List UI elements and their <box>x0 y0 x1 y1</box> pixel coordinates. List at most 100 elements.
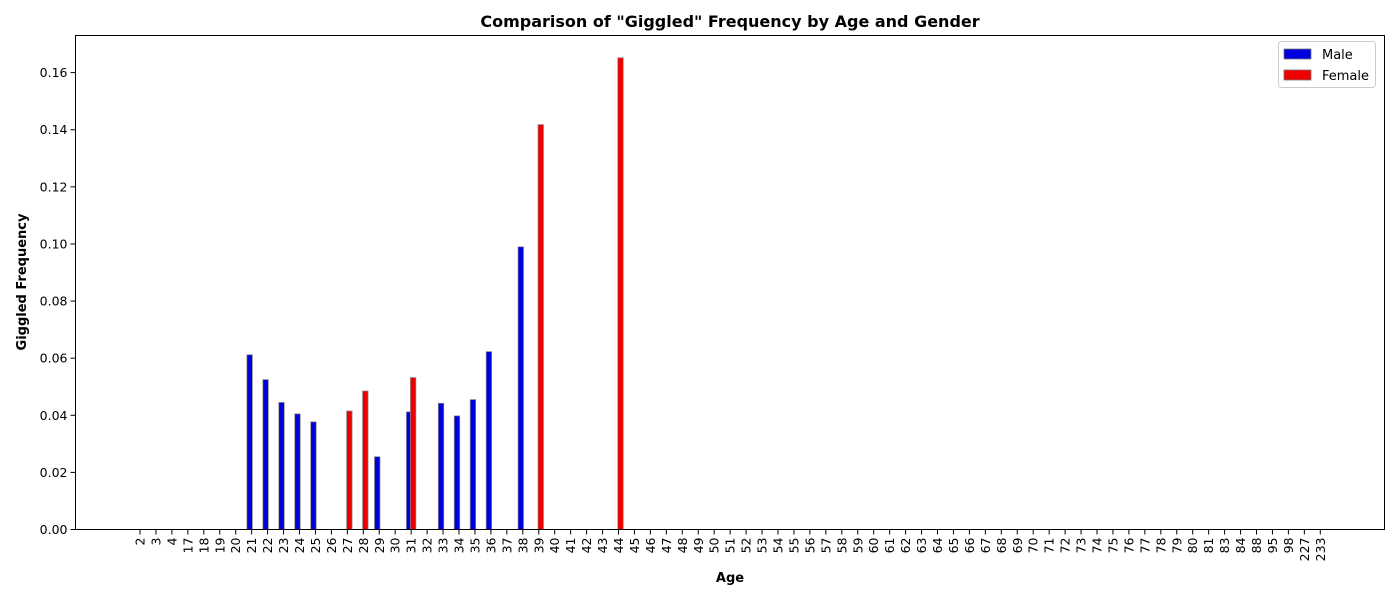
x-tick-label: 69 <box>1010 537 1025 553</box>
x-tick-label: 61 <box>882 538 897 554</box>
legend-label-male: Male <box>1322 48 1353 63</box>
x-tick-label: 3 <box>148 538 163 546</box>
x-tick-label: 48 <box>675 537 690 553</box>
x-tick-label: 32 <box>420 538 435 554</box>
x-tick-label: 72 <box>1058 538 1073 554</box>
x-tick-label: 50 <box>707 537 722 553</box>
x-tick-label: 23 <box>276 538 291 554</box>
y-axis-label: Giggled Frequency <box>15 213 30 350</box>
bar-male-age-21 <box>246 354 253 530</box>
x-tick-label: 84 <box>1233 537 1248 553</box>
x-tick-label: 77 <box>1137 538 1152 554</box>
x-tick-label: 31 <box>404 538 419 554</box>
x-tick-label: 2 <box>133 538 148 546</box>
x-tick-label: 54 <box>771 537 786 553</box>
x-tick-label: 79 <box>1169 537 1184 553</box>
bar-male-age-24 <box>294 413 301 530</box>
x-tick-label: 57 <box>818 538 833 554</box>
x-tick-label: 40 <box>547 537 562 553</box>
y-tick-label: 0.04 <box>40 408 68 423</box>
x-tick-label: 36 <box>483 537 498 553</box>
x-tick-label: 43 <box>595 538 610 554</box>
x-tick-label: 29 <box>372 537 387 553</box>
x-tick-label: 71 <box>1042 538 1057 554</box>
y-tick-label: 0.08 <box>40 294 68 309</box>
x-tick-label: 37 <box>499 538 514 554</box>
legend-label-female: Female <box>1322 69 1369 84</box>
y-tick-label: 0.00 <box>40 522 68 537</box>
bar-male-age-22 <box>262 379 269 530</box>
x-tick-label: 42 <box>579 538 594 554</box>
x-tick-label: 52 <box>739 538 754 554</box>
x-tick-label: 45 <box>627 538 642 554</box>
y-tick-label: 0.06 <box>40 351 68 366</box>
x-tick-label: 44 <box>611 537 626 553</box>
x-tick-label: 47 <box>659 538 674 554</box>
x-tick-label: 24 <box>292 537 307 553</box>
bar-male-age-23 <box>278 402 285 530</box>
x-tick-label: 233 <box>1313 538 1328 562</box>
y-tick-label: 0.16 <box>40 65 68 80</box>
x-tick-label: 63 <box>914 538 929 554</box>
x-tick-label: 17 <box>180 538 195 554</box>
x-tick-label: 70 <box>1026 537 1041 553</box>
x-tick-label: 75 <box>1105 538 1120 554</box>
x-tick-label: 20 <box>228 537 243 553</box>
x-tick-label: 53 <box>755 538 770 554</box>
x-tick-label: 81 <box>1201 538 1216 554</box>
x-tick-label: 80 <box>1185 537 1200 553</box>
x-tick-label: 30 <box>388 537 403 553</box>
x-tick-label: 33 <box>436 538 451 554</box>
bar-male-age-34 <box>453 415 461 530</box>
x-tick-label: 18 <box>196 537 211 553</box>
x-tick-label: 56 <box>802 537 817 553</box>
x-tick-label: 21 <box>244 538 259 554</box>
x-tick-label: 51 <box>723 538 738 554</box>
x-tick-label: 76 <box>1121 537 1136 553</box>
x-tick-label: 68 <box>994 537 1009 553</box>
legend-swatch-female <box>1283 69 1312 81</box>
x-tick-label: 41 <box>563 538 578 554</box>
bar-female-age-28 <box>362 390 369 530</box>
x-tick-label: 19 <box>212 537 227 553</box>
x-tick-label: 34 <box>452 537 467 553</box>
legend-swatch-male <box>1283 48 1312 60</box>
x-tick-label: 25 <box>308 538 323 554</box>
bar-male-age-35 <box>469 399 477 530</box>
chart-title: Comparison of "Giggled" Frequency by Age… <box>480 12 979 31</box>
x-tick-label: 62 <box>898 538 913 554</box>
x-tick-label: 88 <box>1249 537 1264 553</box>
x-tick-label: 27 <box>340 538 355 554</box>
x-tick-label: 67 <box>978 538 993 554</box>
y-tick-label: 0.14 <box>40 122 68 137</box>
bar-male-age-38 <box>517 246 524 530</box>
x-tick-label: 227 <box>1297 538 1312 562</box>
x-axis: 2 3 4 17 18 19 20 21 22 23 24 25 26 27 28 29 30 31 32 33 34 3… <box>133 529 1328 562</box>
x-tick-label: 64 <box>930 537 945 553</box>
x-tick-label: 83 <box>1217 538 1232 554</box>
x-tick-label: 58 <box>834 537 849 553</box>
x-tick-label: 35 <box>467 538 482 554</box>
x-tick-label: 60 <box>866 537 881 553</box>
bar-female-age-31 <box>410 377 417 530</box>
x-tick-label: 4 <box>164 537 179 545</box>
x-tick-label: 28 <box>356 537 371 553</box>
x-tick-label: 39 <box>531 537 546 553</box>
bar-male-age-33 <box>437 402 445 530</box>
y-tick-label: 0.12 <box>40 179 68 194</box>
x-tick-label: 26 <box>324 537 339 553</box>
bar-male-age-29 <box>374 456 381 530</box>
bar-male-age-25 <box>310 421 317 530</box>
x-tick-label: 66 <box>962 537 977 553</box>
y-axis: 0.00 0.02 0.04 0.06 0.08 0.10 0.12 0.14 0.16 <box>40 65 76 537</box>
x-tick-label: 65 <box>946 538 961 554</box>
y-tick-label: 0.02 <box>40 465 68 480</box>
x-tick-label: 98 <box>1281 537 1296 553</box>
x-axis-label: Age <box>716 571 744 586</box>
x-tick-label: 74 <box>1090 537 1105 553</box>
x-tick-label: 78 <box>1153 537 1168 553</box>
x-tick-label: 95 <box>1265 538 1280 554</box>
legend: Male Female <box>1278 41 1376 88</box>
